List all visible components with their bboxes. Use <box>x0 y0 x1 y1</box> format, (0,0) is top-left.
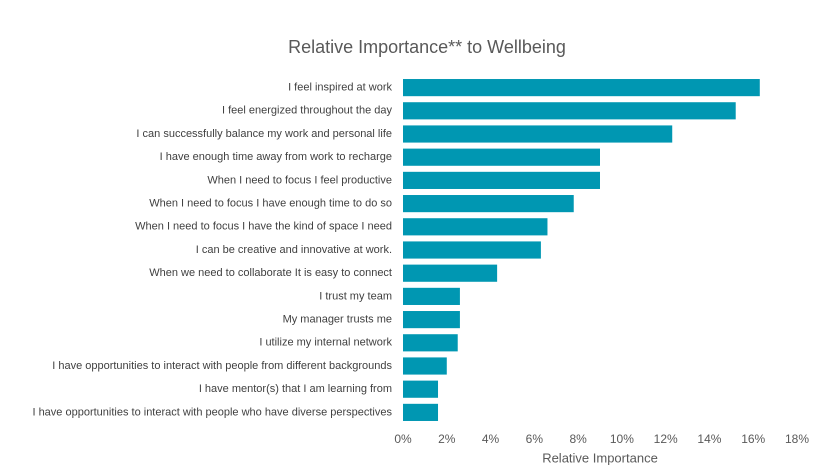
y-tick-label: My manager trusts me <box>283 314 392 326</box>
bar <box>403 287 460 305</box>
bar <box>403 79 760 97</box>
y-tick-label: I can successfully balance my work and p… <box>136 128 392 140</box>
bar <box>403 264 498 282</box>
x-tick-label: 4% <box>482 432 500 446</box>
y-tick-label: I trust my team <box>319 290 392 302</box>
x-tick-label: 6% <box>526 432 544 446</box>
x-tick-label: 18% <box>785 432 809 446</box>
x-tick-label: 16% <box>741 432 765 446</box>
y-tick-label: When I need to focus I feel productive <box>207 174 392 186</box>
y-tick-label: When I need to focus I have enough time … <box>149 198 392 210</box>
y-tick-label: I have enough time away from work to rec… <box>160 151 392 163</box>
y-tick-label: When we need to collaborate It is easy t… <box>149 267 392 279</box>
bar <box>403 380 439 398</box>
chart-title: Relative Importance** to Wellbeing <box>288 37 566 57</box>
y-tick-label: I feel inspired at work <box>288 82 392 94</box>
x-tick-label: 12% <box>654 432 678 446</box>
bar <box>403 311 460 329</box>
x-axis-label: Relative Importance <box>542 450 658 465</box>
x-tick-label: 2% <box>438 432 456 446</box>
y-tick-label: When I need to focus I have the kind of … <box>135 221 392 233</box>
bar <box>403 334 458 352</box>
bar <box>403 403 439 421</box>
x-tick-label: 14% <box>697 432 721 446</box>
y-tick-label: I have mentor(s) that I am learning from <box>199 383 392 395</box>
bar <box>403 125 673 143</box>
x-tick-label: 8% <box>569 432 587 446</box>
bar <box>403 241 541 259</box>
y-tick-label: I have opportunities to interact with pe… <box>32 406 392 418</box>
x-tick-label: 10% <box>610 432 634 446</box>
bar <box>403 195 574 213</box>
y-tick-label: I utilize my internal network <box>259 337 392 349</box>
bar <box>403 171 600 189</box>
bar <box>403 102 736 120</box>
bar <box>403 218 548 236</box>
bar <box>403 357 447 375</box>
x-tick-label: 0% <box>394 432 412 446</box>
y-tick-label: I can be creative and innovative at work… <box>196 244 392 256</box>
y-tick-label: I feel energized throughout the day <box>222 105 393 117</box>
bar <box>403 148 600 166</box>
y-tick-label: I have opportunities to interact with pe… <box>52 360 392 372</box>
